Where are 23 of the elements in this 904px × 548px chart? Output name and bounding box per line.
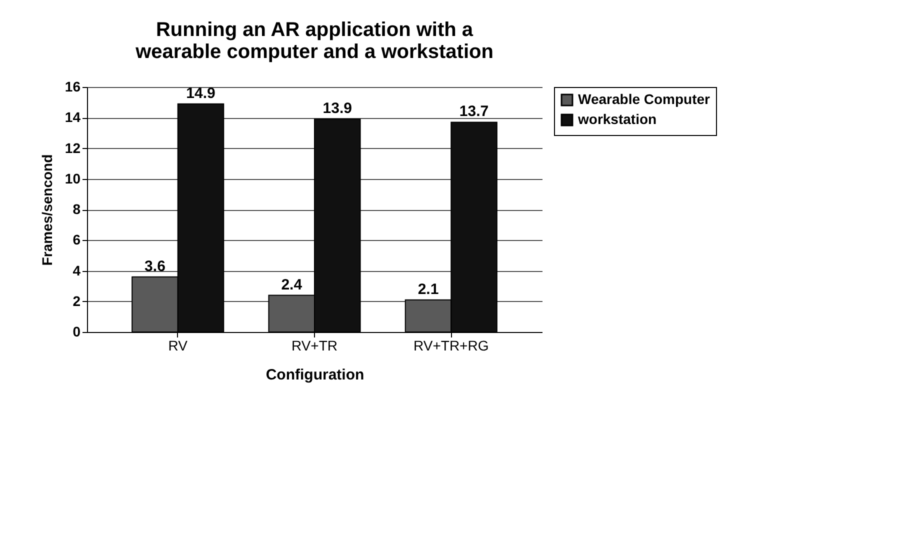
y-tick-label: 6 — [72, 232, 81, 248]
y-tick-label: 14 — [64, 109, 81, 126]
y-axis-title: Frames/sencond — [38, 154, 55, 266]
x-axis-title: Configuration — [266, 366, 364, 384]
y-tick-label: 16 — [64, 78, 81, 94]
legend-label: Wearable Computer — [578, 91, 711, 107]
data-label: 13.9 — [322, 100, 352, 118]
x-tick-label: RV+TR+RG — [414, 338, 489, 354]
data-label: 3.6 — [144, 258, 166, 275]
x-tick-label: RV — [168, 338, 188, 354]
y-tick-label: 2 — [72, 292, 81, 309]
data-label: 2.4 — [281, 276, 303, 294]
data-label: 13.7 — [459, 103, 489, 120]
y-tick-label: 0 — [72, 324, 81, 340]
data-label: 14.9 — [186, 84, 216, 102]
legend-label: workstation — [577, 111, 657, 127]
data-label: 2.1 — [418, 280, 439, 298]
y-tick-label: 10 — [64, 170, 81, 186]
y-tick-label: 8 — [72, 201, 81, 217]
y-tick-label: 4 — [72, 262, 81, 278]
y-tick-label: 12 — [64, 140, 81, 156]
chart-title: Running an AR application with a wearable computer and a workstation — [134, 19, 494, 63]
x-tick-label: RV+TR — [291, 338, 338, 354]
